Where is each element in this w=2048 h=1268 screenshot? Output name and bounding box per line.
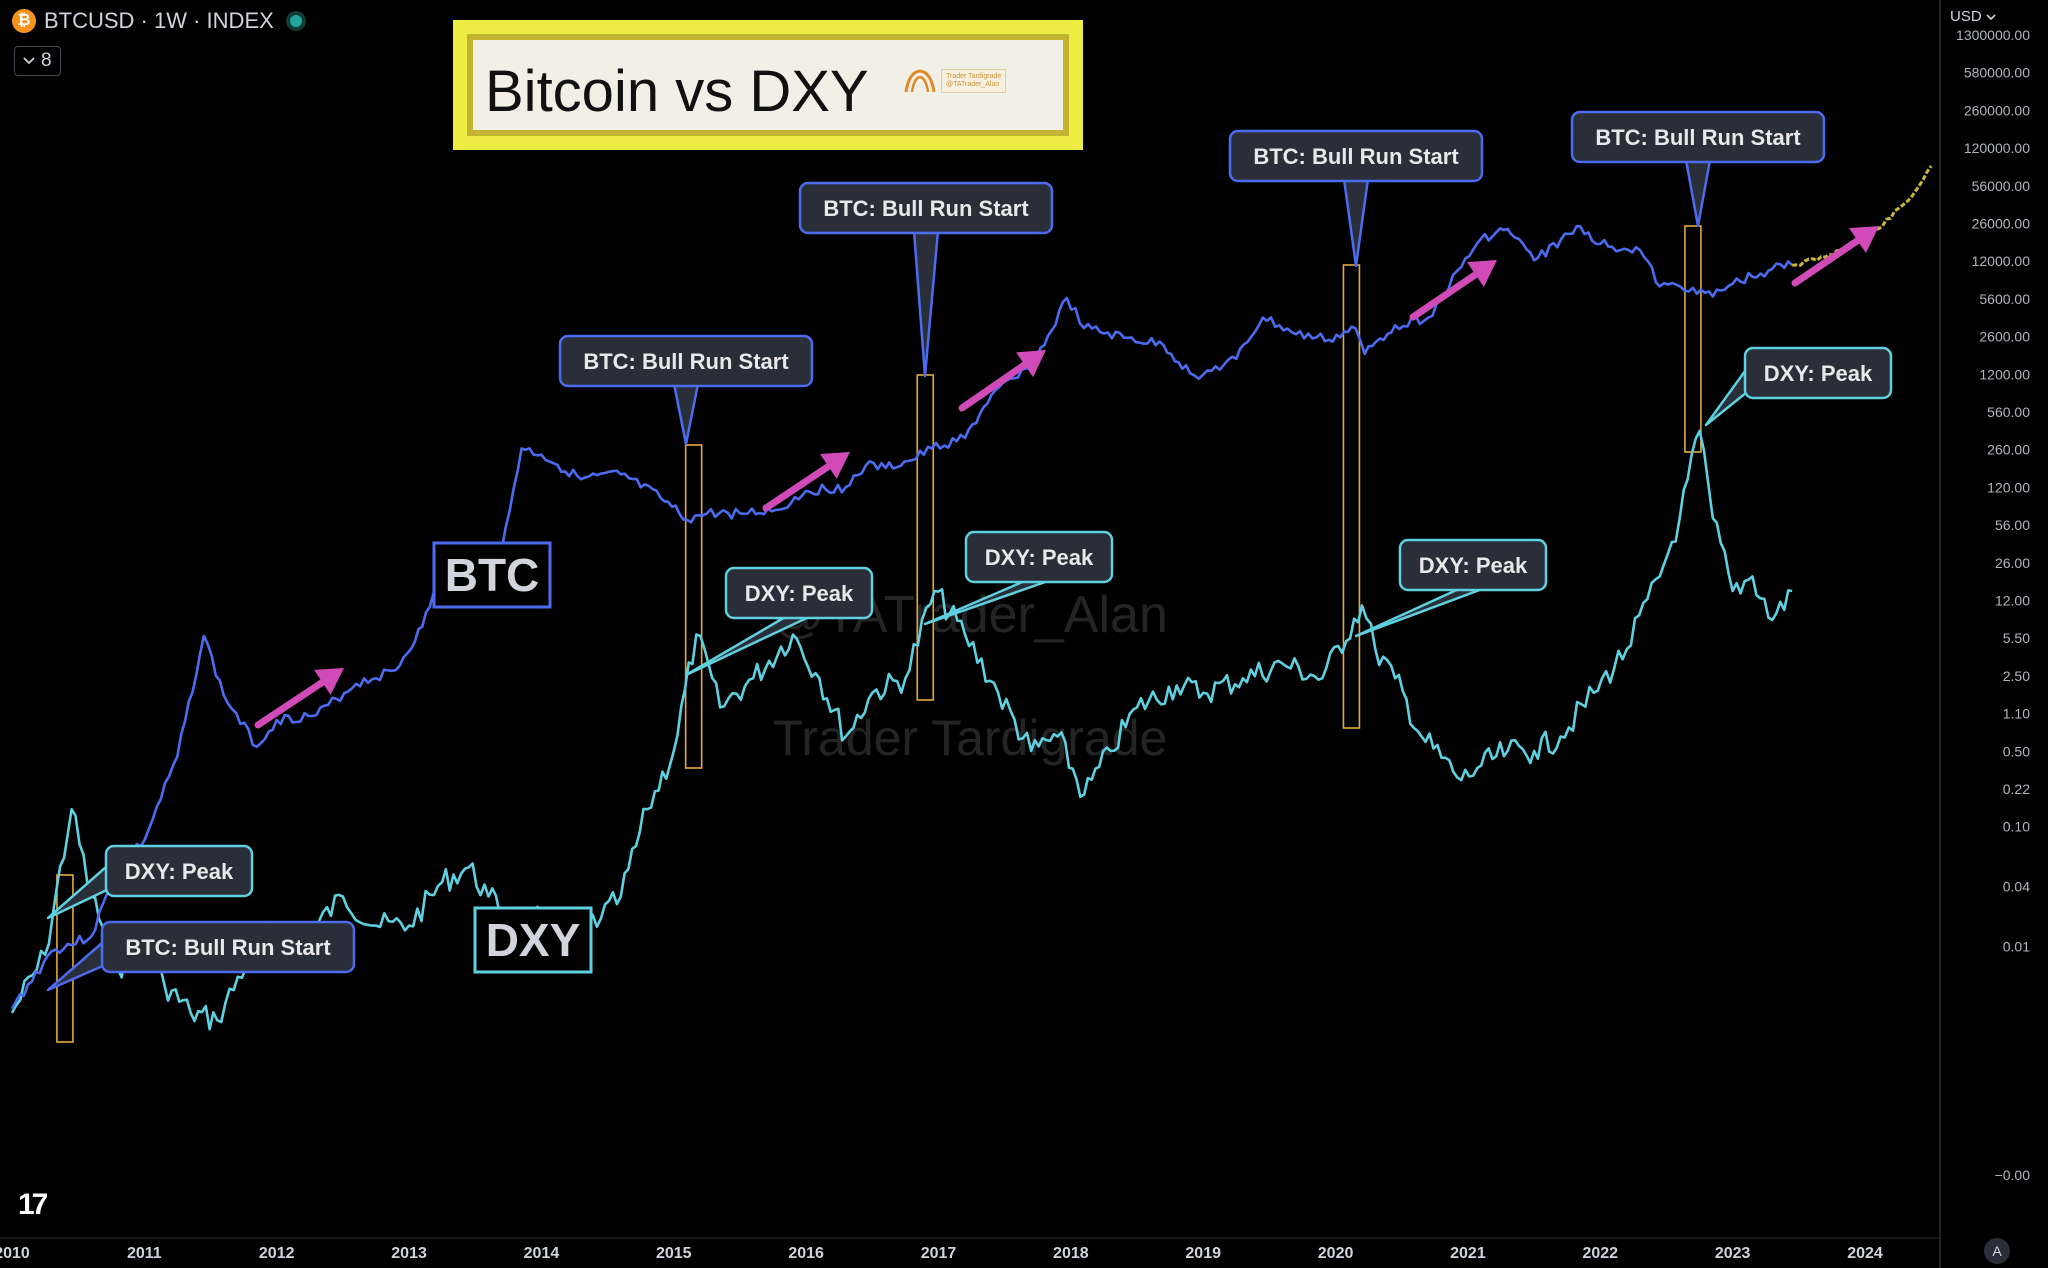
callout-text: DXY: Peak xyxy=(1419,553,1528,578)
btc-bull-run-callout: BTC: Bull Run Start xyxy=(798,181,1054,378)
highlight-box xyxy=(1342,264,1361,729)
btc-label-box: BTC xyxy=(432,541,552,609)
dxy-label-box: DXY xyxy=(473,906,593,974)
x-tick-label: 2014 xyxy=(524,1245,560,1262)
x-tick-label: 2013 xyxy=(391,1245,427,1262)
dxy-peak-callout: DXY: Peak xyxy=(1354,538,1548,638)
x-tick-label: 2017 xyxy=(921,1245,957,1262)
x-tick-label: 2023 xyxy=(1715,1245,1751,1262)
x-tick-label: 2020 xyxy=(1318,1245,1354,1262)
y-tick-label: 26000.00 xyxy=(1972,216,2031,232)
currency-label: USD xyxy=(1950,8,1982,25)
y-tick-label: 1.10 xyxy=(2003,706,2030,722)
btc-series-line xyxy=(10,224,1794,1010)
x-tick-label: 2010 xyxy=(0,1245,30,1262)
x-tick-label: 2018 xyxy=(1053,1245,1089,1262)
bitcoin-icon: ₿ xyxy=(12,9,36,33)
y-tick-label: 560.00 xyxy=(1987,404,2030,420)
y-tick-label: 120.00 xyxy=(1987,479,2030,495)
dxy-peak-callout: DXY: Peak xyxy=(923,530,1114,626)
y-tick-label: 120000.00 xyxy=(1964,140,2030,156)
chevron-down-icon xyxy=(23,57,35,65)
brand-logo: Trader Tardigrade @TATrader_Alan xyxy=(903,68,1007,94)
chevron-down-icon xyxy=(1986,14,1996,21)
chart-title: Bitcoin vs DXY xyxy=(485,59,869,124)
y-tick-label: −0.00 xyxy=(1995,1167,2031,1183)
dxy-peak-callout: DXY: Peak xyxy=(684,566,874,677)
y-tick-label: 260000.00 xyxy=(1964,102,2030,118)
dxy-peak-callout: DXY: Peak xyxy=(1704,346,1893,427)
x-tick-label: 2015 xyxy=(656,1245,692,1262)
brand-handle: @TATrader_Alan xyxy=(946,81,1000,88)
highlight-box xyxy=(56,874,74,1043)
watermark-text: Trader Tardigrade xyxy=(773,710,1168,766)
y-tick-label: 12000.00 xyxy=(1972,253,2031,269)
highlight-box xyxy=(1684,225,1702,453)
btc-bull-run-callout: BTC: Bull Run Start xyxy=(558,334,814,446)
y-tick-label: 1300000.00 xyxy=(1956,27,2030,43)
callout-text: BTC: Bull Run Start xyxy=(125,935,331,960)
indicators-count: 8 xyxy=(41,50,52,71)
market-status-icon xyxy=(289,15,302,27)
auto-scale-button[interactable]: A xyxy=(1984,1238,2010,1264)
callout-text: DXY: Peak xyxy=(125,859,234,884)
callout-text: BTC: Bull Run Start xyxy=(1253,144,1459,169)
x-tick-label: 2011 xyxy=(127,1245,162,1262)
y-tick-label: 0.04 xyxy=(2003,879,2030,895)
x-tick-label: 2022 xyxy=(1582,1245,1618,1262)
x-tick-label: 2021 xyxy=(1450,1245,1486,1262)
tardigrade-icon xyxy=(904,69,936,93)
y-tick-label: 56000.00 xyxy=(1972,178,2031,194)
symbol-header[interactable]: ₿ BTCUSD · 1W · INDEX xyxy=(12,8,302,34)
projection-series-line xyxy=(1792,165,1933,267)
x-tick-label: 2012 xyxy=(259,1245,295,1262)
y-tick-label: 5600.00 xyxy=(1979,291,2030,307)
y-tick-label: 0.01 xyxy=(2003,939,2030,955)
btc-bull-run-callout: BTC: Bull Run Start xyxy=(46,920,356,992)
callout-text: BTC: Bull Run Start xyxy=(583,349,789,374)
indicators-toggle[interactable]: 8 xyxy=(14,46,61,76)
trend-arrow-icon xyxy=(1409,260,1497,321)
y-tick-label: 260.00 xyxy=(1987,442,2030,458)
y-tick-label: 26.00 xyxy=(1995,555,2030,571)
callout-text: DXY: Peak xyxy=(745,581,854,606)
currency-button[interactable]: USD xyxy=(1950,8,1996,25)
y-tick-label: 56.00 xyxy=(1995,517,2030,533)
btc-bull-run-callout: BTC: Bull Run Start xyxy=(1228,129,1484,268)
series-label-text: BTC xyxy=(445,549,540,601)
tradingview-logo: 17 xyxy=(18,1188,48,1221)
callout-text: DXY: Peak xyxy=(985,545,1094,570)
btc-bull-run-callout: BTC: Bull Run Start xyxy=(1570,110,1826,228)
trend-arrow-icon xyxy=(958,350,1046,412)
dxy-peak-callout: DXY: Peak xyxy=(46,844,254,920)
y-tick-label: 0.50 xyxy=(2003,743,2030,759)
highlight-box xyxy=(916,374,935,701)
highlight-box xyxy=(684,444,703,769)
y-tick-label: 580000.00 xyxy=(1964,65,2030,81)
x-tick-label: 2024 xyxy=(1847,1245,1883,1262)
y-tick-label: 0.22 xyxy=(2003,781,2030,797)
callout-text: BTC: Bull Run Start xyxy=(823,196,1029,221)
trend-arrow-icon xyxy=(254,668,344,729)
x-tick-label: 2019 xyxy=(1185,1245,1221,1262)
callout-text: BTC: Bull Run Start xyxy=(1595,125,1801,150)
y-tick-label: 12.00 xyxy=(1995,593,2030,609)
y-tick-label: 1200.00 xyxy=(1979,366,2030,382)
callout-text: DXY: Peak xyxy=(1764,361,1873,386)
symbol-title: BTCUSD · 1W · INDEX xyxy=(44,8,274,33)
trend-arrow-icon xyxy=(1791,226,1879,287)
title-banner: Bitcoin vs DXY Trader Tardigrade @TATrad… xyxy=(453,20,1083,150)
series-label-text: DXY xyxy=(486,914,581,966)
y-tick-label: 0.10 xyxy=(2003,819,2030,835)
x-tick-label: 2016 xyxy=(788,1245,824,1262)
y-tick-label: 5.50 xyxy=(2003,630,2030,646)
y-tick-label: 2.50 xyxy=(2003,668,2030,684)
y-tick-label: 2600.00 xyxy=(1979,329,2030,345)
trend-arrow-icon xyxy=(762,452,850,512)
brand-name: Trader Tardigrade xyxy=(946,73,1002,80)
